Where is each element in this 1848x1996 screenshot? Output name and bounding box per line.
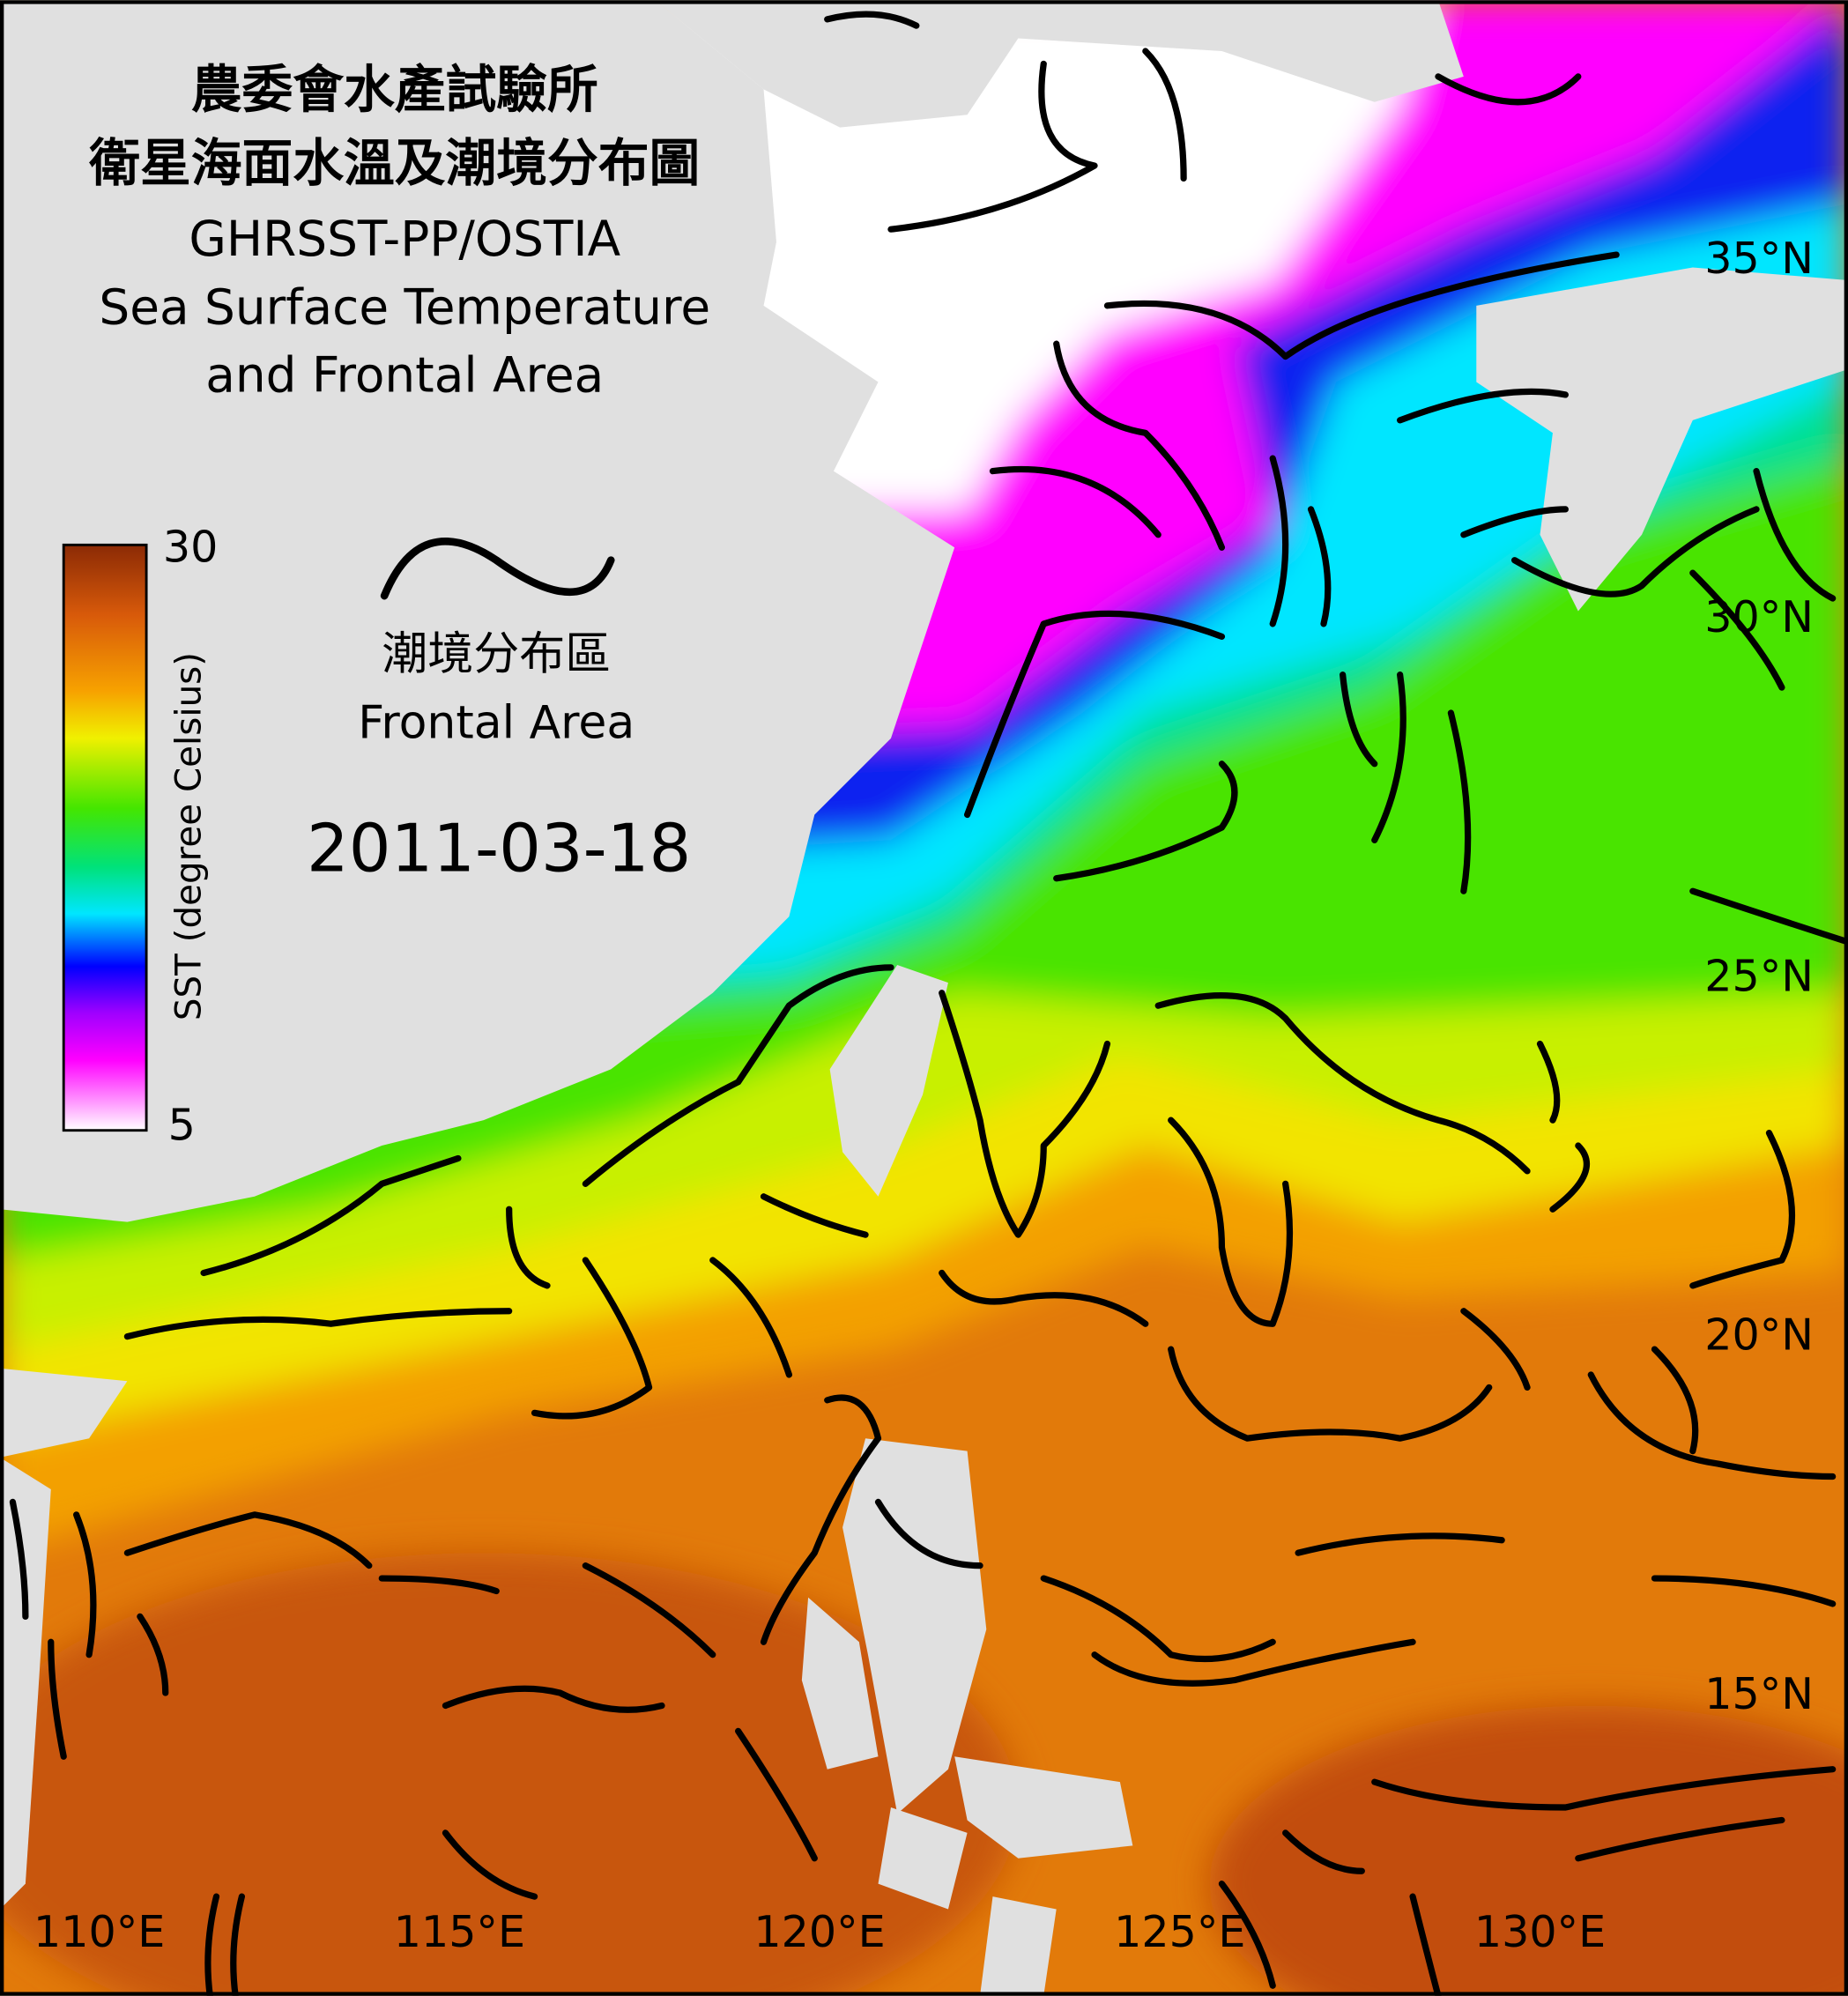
date: 2011-03-18: [307, 809, 691, 887]
colorbar-label: SST (degree Celsius): [167, 652, 210, 1020]
title-line: 農委會水產試驗所: [191, 59, 598, 119]
latitude-label: 25°N: [1704, 950, 1814, 1001]
longitude-label: 120°E: [753, 1906, 885, 1957]
longitude-label: 125°E: [1114, 1906, 1245, 1957]
title-line: Sea Surface Temperature: [99, 279, 710, 336]
legend-label: 潮境分布區: [382, 627, 611, 680]
colorbar: 30 5 SST (degree Celsius): [62, 522, 218, 1150]
latitude-label: 30°N: [1704, 591, 1814, 642]
colorbar-max: 30: [163, 522, 218, 573]
colorbar-scale: [62, 543, 148, 1132]
legend: 潮境分布區 Frontal Area: [358, 537, 635, 749]
latitude-label: 15°N: [1704, 1668, 1814, 1719]
title-line: GHRSST-PP/OSTIA: [189, 211, 620, 267]
longitude-label: 115°E: [394, 1906, 525, 1957]
frontal-lines: [9, 11, 1848, 1996]
title-line: and Frontal Area: [205, 346, 604, 403]
longitude-labels: 110°E 115°E 120°E 125°E 130°E: [33, 1906, 1606, 1957]
legend-label: Frontal Area: [358, 696, 635, 749]
legend-front-symbol: [380, 537, 615, 600]
colorbar-min: 5: [168, 1099, 196, 1150]
title-line: 衛星海面水溫及潮境分布圖: [88, 133, 700, 193]
longitude-label: 110°E: [33, 1906, 165, 1957]
title-block: 農委會水產試驗所 衛星海面水溫及潮境分布圖 GHRSST-PP/OSTIA Se…: [88, 59, 710, 403]
longitude-label: 130°E: [1474, 1906, 1606, 1957]
latitude-labels: 35°N 30°N 25°N 20°N 15°N: [1704, 233, 1814, 1719]
latitude-label: 35°N: [1704, 233, 1814, 284]
latitude-label: 20°N: [1704, 1310, 1814, 1361]
